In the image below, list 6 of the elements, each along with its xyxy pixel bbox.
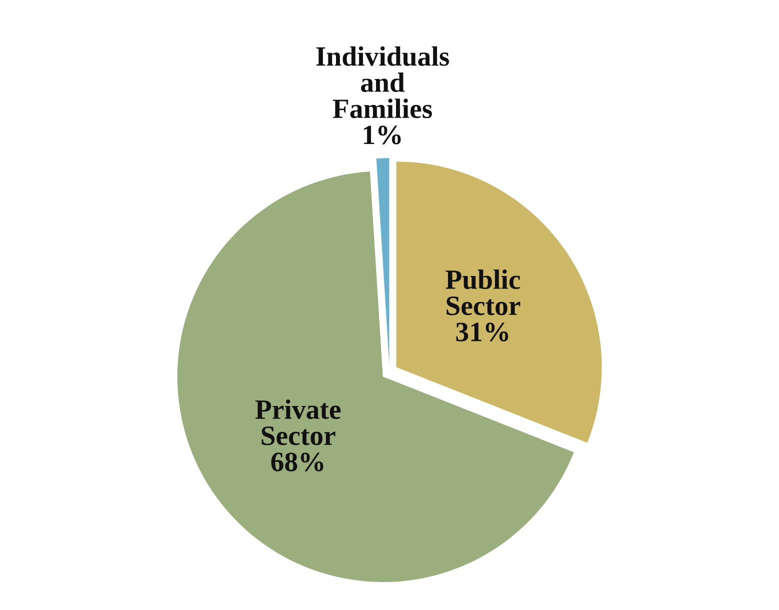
- slice-label: Individuals and Families: [316, 46, 450, 118]
- slice-label: Private Sector: [255, 399, 341, 446]
- data-label: 68%: [271, 452, 324, 472]
- data-label: 1%: [364, 126, 401, 144]
- slice-label: Public Sector: [446, 270, 520, 316]
- data-label: 31%: [456, 322, 508, 342]
